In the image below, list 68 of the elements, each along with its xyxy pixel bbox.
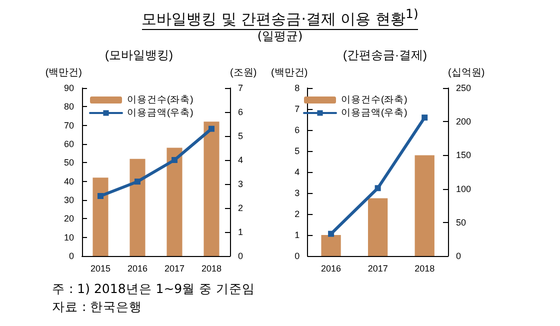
y2-tick-label: 6: [238, 107, 244, 117]
text: 자료 : 한국은행: [52, 298, 144, 316]
y-tick-label: 10: [64, 232, 74, 242]
y-tick-label: 8: [294, 83, 300, 93]
point: [134, 178, 140, 185]
y2-tick-label: 5: [238, 131, 244, 141]
point: [208, 126, 214, 132]
y-tick-label: 7: [294, 104, 300, 114]
text: 주 : 1) 2018년은 1~9월 중 기준임: [52, 280, 256, 298]
y-axis-title: (백만건): [45, 68, 82, 78]
point: [374, 185, 381, 192]
y-tick-label: 80: [64, 102, 74, 112]
x-tick-label: 2016: [321, 264, 342, 274]
chart-title: (간편송금·결제): [343, 48, 427, 62]
y2-axis-title: (십억원): [448, 68, 485, 78]
y2-tick-label: 2: [238, 203, 244, 213]
x-tick-label: 2015: [90, 264, 111, 274]
bar: [321, 235, 341, 256]
bar: [204, 122, 220, 256]
y2-tick-label: 4: [238, 155, 244, 165]
text: (일평균): [256, 28, 304, 45]
text: 모바일뱅킹 및 간편송금·결제 이용 현황$^{1)}$: [142, 6, 418, 30]
bar: [368, 198, 388, 256]
bar: [414, 155, 434, 256]
y-tick-label: 0: [68, 251, 74, 261]
legend-label: 이용금액(우축): [127, 108, 194, 118]
y2-tick-label: 50: [456, 217, 466, 228]
y2-tick-label: 0: [238, 251, 244, 261]
legend-label: 이용금액(우축): [341, 108, 408, 118]
point: [422, 114, 428, 121]
y-tick-label: 2: [294, 209, 300, 219]
legend-label: 이용건수(좌축): [127, 94, 194, 106]
x-tick-label: 2018: [201, 264, 222, 274]
x-tick-label: 2017: [164, 264, 185, 274]
y-tick-label: 60: [64, 139, 74, 149]
legend-label: 이용건수(좌축): [341, 94, 408, 106]
y-tick-label: 1: [294, 230, 300, 240]
point: [328, 230, 334, 237]
y-tick-label: 5: [294, 146, 300, 156]
y2-tick-label: 250: [456, 83, 472, 93]
bar: [166, 148, 182, 256]
x-tick-label: 2017: [368, 264, 388, 274]
y2-tick-label: 200: [456, 116, 472, 127]
y2-tick-label: 7: [238, 83, 244, 93]
x-tick-label: 2018: [414, 264, 435, 274]
y-tick-label: 4: [294, 167, 300, 177]
point: [172, 157, 178, 163]
x-tick-label: 2016: [127, 264, 148, 274]
y-tick-label: 30: [64, 195, 74, 205]
y-tick-label: 3: [294, 188, 300, 198]
chart-title: (모바일뱅킹): [105, 48, 173, 62]
y-tick-label: 40: [64, 176, 74, 186]
y-tick-label: 70: [64, 120, 74, 130]
bar: [92, 178, 108, 256]
y2-axis-title: (조원): [230, 68, 257, 78]
y-tick-label: 6: [294, 125, 300, 135]
y2-tick-label: 0: [456, 251, 462, 261]
y-axis-title: (백만건): [270, 68, 308, 78]
point: [98, 193, 104, 199]
y2-tick-label: 150: [456, 150, 472, 160]
y-tick-label: 50: [64, 158, 74, 168]
y-tick-label: 20: [64, 214, 74, 224]
y-tick-label: 0: [294, 251, 300, 261]
y-tick-label: 90: [64, 83, 74, 93]
y2-tick-label: 100: [456, 184, 472, 194]
y2-tick-label: 1: [238, 227, 244, 237]
y2-tick-label: 3: [238, 179, 244, 189]
bar: [130, 158, 146, 256]
